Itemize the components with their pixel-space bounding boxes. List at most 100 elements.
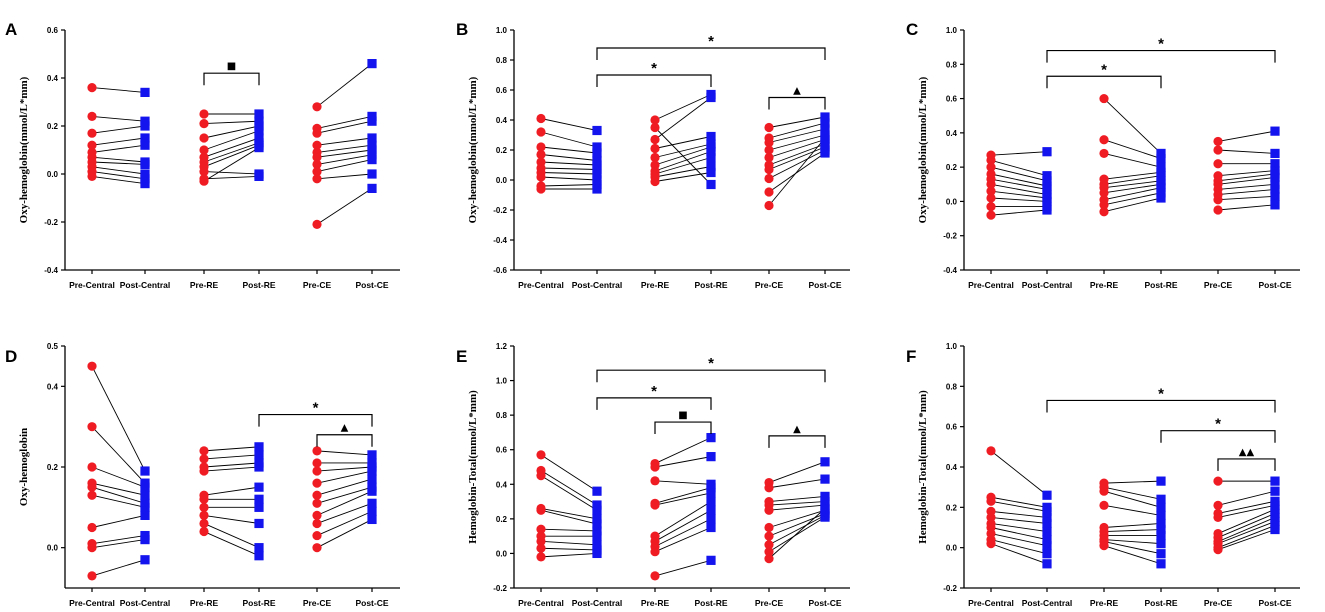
category-label: Post-RE: [242, 598, 275, 608]
subject-line: [654, 157, 712, 175]
pre-point: [986, 496, 996, 506]
subject-line: [203, 523, 260, 549]
post-point: [592, 125, 602, 136]
subject-line: [316, 478, 373, 496]
subject-line: [654, 136, 712, 149]
subject-line: [1217, 204, 1276, 211]
subject-line: [1103, 529, 1162, 532]
subject-line: [540, 540, 598, 546]
pre-point: [312, 152, 322, 162]
subject-line: [91, 494, 146, 508]
significance-bracket: [1160, 430, 1276, 443]
significance-label: ■: [227, 61, 236, 72]
post-point: [1156, 530, 1166, 541]
post-point: [254, 171, 264, 181]
y-tick-label: 0.4: [496, 480, 508, 489]
category-label: Pre-CE: [303, 280, 332, 290]
pre-point: [1213, 195, 1223, 205]
post-point: [1156, 183, 1166, 193]
post-point: [1042, 506, 1052, 516]
post-point: [367, 145, 377, 155]
category-label: Post-CE: [808, 598, 841, 608]
y-tick-label: 0.0: [946, 544, 958, 553]
pre-point: [536, 524, 546, 534]
pre-point: [1213, 145, 1223, 155]
subject-line: [91, 156, 146, 163]
post-point: [1156, 153, 1166, 164]
subject-line: [540, 552, 598, 558]
y-tick-label: 0.4: [47, 382, 59, 391]
y-tick-label: 0.2: [47, 463, 59, 472]
pre-point: [650, 571, 660, 581]
pre-point: [764, 522, 774, 533]
post-point: [140, 159, 150, 169]
subject-line: [990, 496, 1048, 508]
post-point: [1156, 188, 1166, 198]
pre-point: [199, 109, 209, 119]
post-point: [254, 442, 264, 452]
y-tick-label: 0.8: [946, 60, 958, 69]
pre-point: [650, 476, 660, 486]
pre-point: [312, 466, 322, 476]
subject-line: [990, 543, 1048, 565]
subject-line: [654, 487, 712, 504]
subject-line: [1103, 490, 1162, 508]
post-point: [820, 148, 830, 158]
subject-line: [654, 456, 712, 468]
subject-line: [203, 137, 260, 158]
pre-point: [312, 102, 322, 112]
subject-line: [1103, 175, 1162, 185]
post-point: [254, 462, 264, 472]
pre-point: [764, 164, 774, 175]
subject-line: [316, 154, 373, 165]
post-point: [1156, 476, 1166, 486]
pre-point: [764, 145, 774, 155]
y-axis-title: Hemoglobin-Total(mmol/L*mm): [467, 390, 479, 544]
pre-point: [764, 137, 774, 148]
significance-bracket: [596, 369, 826, 383]
subject-line: [91, 175, 146, 185]
pre-point: [1099, 207, 1109, 217]
post-point: [1156, 518, 1166, 529]
subject-line: [990, 151, 1048, 156]
y-tick-label: 1.0: [496, 377, 508, 386]
y-tick-label: -0.6: [493, 266, 507, 275]
subject-line: [1217, 130, 1276, 142]
pre-point: [1099, 148, 1109, 159]
subject-line: [91, 482, 146, 496]
significance-bracket: [596, 397, 712, 410]
pre-point: [1099, 93, 1109, 104]
post-point: [1042, 490, 1052, 500]
pre-point: [650, 152, 660, 163]
subject-line: [990, 500, 1048, 512]
post-point: [820, 512, 830, 522]
subject-line: [768, 143, 826, 166]
post-point: [706, 496, 716, 507]
post-point: [592, 514, 602, 524]
subject-line: [316, 519, 373, 549]
y-axis-title: Oxy-hemoglobin(mmol/L*mm): [467, 76, 479, 223]
category-label: Post-Central: [1022, 280, 1073, 290]
post-point: [1042, 184, 1052, 195]
post-point: [140, 140, 150, 150]
subject-line: [203, 147, 260, 182]
post-point: [140, 502, 150, 512]
post-point: [706, 505, 716, 515]
post-point: [706, 483, 716, 493]
pre-point: [986, 186, 996, 196]
post-point: [254, 502, 264, 512]
pre-point: [199, 145, 209, 155]
subject-line: [316, 490, 373, 516]
post-point: [367, 150, 377, 160]
pre-point: [87, 111, 97, 121]
y-tick-label: 0.2: [946, 163, 958, 172]
category-label: Post-CE: [808, 280, 841, 290]
y-tick-label: -0.2: [493, 206, 507, 215]
pre-point: [536, 127, 546, 137]
subject-line: [654, 166, 712, 178]
subject-line: [654, 94, 712, 121]
post-point: [1156, 549, 1166, 559]
post-point: [254, 551, 264, 561]
subject-line: [990, 539, 1048, 555]
subject-line: [316, 510, 373, 536]
